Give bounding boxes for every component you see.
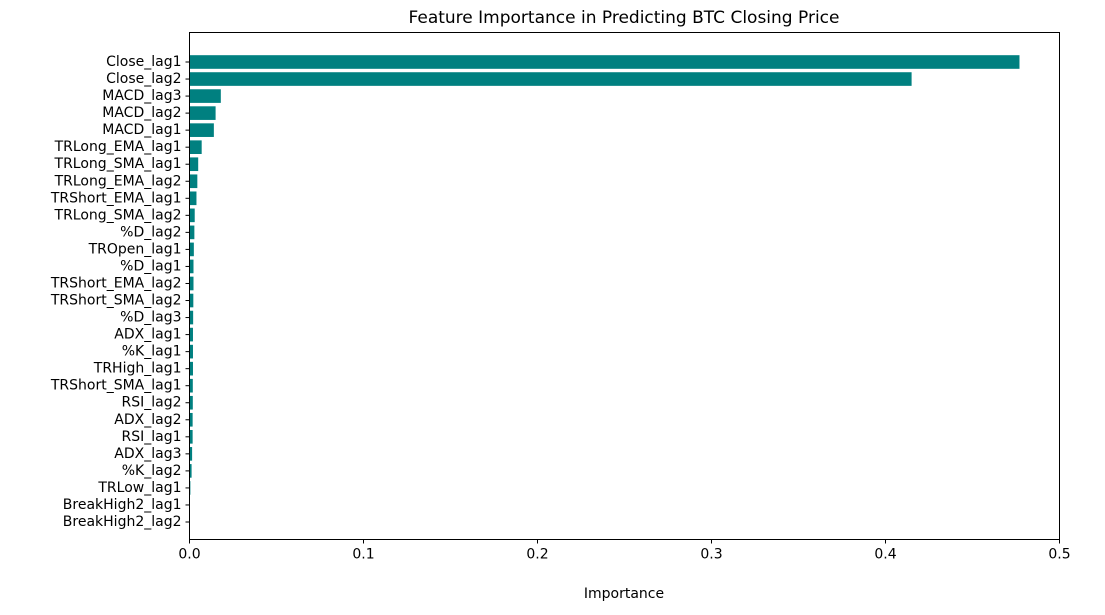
bar-ADX_lag1 [189, 327, 193, 342]
chart-title: Feature Importance in Predicting BTC Clo… [409, 8, 840, 28]
y-tick-label: RSI_lag2 [121, 395, 181, 411]
y-tick-label: Close_lag2 [106, 71, 181, 87]
y-tick-label: TRLow_lag1 [97, 480, 181, 496]
bar-Close_lag1 [189, 55, 1020, 69]
y-tick-label: %D_lag3 [120, 310, 181, 326]
bar-Close_lag2 [189, 72, 912, 86]
y-tick-label: MACD_lag1 [102, 122, 181, 138]
y-tick-label: TRLong_SMA_lag2 [54, 207, 182, 223]
y-tick-label: ADX_lag2 [114, 412, 181, 428]
y-tick-label: MACD_lag3 [102, 88, 181, 104]
x-tick-label: 0.2 [526, 547, 548, 563]
y-tick-label: TRHigh_lag1 [93, 361, 182, 377]
y-tick-label: %K_lag1 [122, 344, 182, 360]
bar-TRShort_EMA_lag1 [189, 191, 197, 206]
y-tick-label: TRLong_SMA_lag1 [54, 156, 182, 172]
y-tick-label: %D_lag2 [120, 224, 181, 240]
bar-%D_lag3 [189, 310, 194, 325]
y-tick-label: TRLong_EMA_lag2 [54, 173, 182, 189]
bar-RSI_lag1 [189, 430, 193, 444]
x-tick-label: 0.0 [178, 547, 200, 563]
y-tick-label: TRShort_SMA_lag1 [50, 378, 182, 394]
y-tick-label: RSI_lag1 [121, 429, 181, 445]
bar-%D_lag1 [189, 259, 194, 274]
bar-TRLong_SMA_lag2 [189, 208, 195, 223]
bar-MACD_lag2 [189, 106, 216, 120]
y-tick-label: ADX_lag3 [114, 446, 181, 462]
y-tick-label: Close_lag1 [106, 54, 181, 70]
bar-ADX_lag3 [189, 447, 193, 461]
bar-TROpen_lag1 [189, 242, 194, 257]
y-tick-label: ADX_lag1 [114, 327, 181, 343]
plot-frame [189, 32, 1060, 540]
bar-%K_lag2 [189, 464, 192, 478]
y-tick-label: %D_lag1 [120, 258, 181, 274]
bar-TRLong_EMA_lag2 [189, 174, 198, 189]
y-axis-ticks: Close_lag1Close_lag2MACD_lag3MACD_lag2MA… [50, 54, 190, 530]
y-tick-label: TROpen_lag1 [88, 241, 182, 257]
bar-RSI_lag2 [189, 395, 193, 410]
y-tick-label: BreakHigh2_lag1 [63, 497, 182, 513]
y-tick-label: BreakHigh2_lag2 [63, 514, 182, 530]
y-tick-label: %K_lag2 [122, 463, 182, 479]
x-tick-label: 0.4 [874, 547, 896, 563]
bar-TRShort_SMA_lag1 [189, 378, 193, 393]
y-tick-label: TRLong_EMA_lag1 [54, 139, 182, 155]
y-tick-label: TRShort_SMA_lag2 [50, 293, 182, 309]
bar-TRShort_EMA_lag2 [189, 276, 194, 291]
bars-layer [189, 55, 1020, 529]
bar-TRLong_EMA_lag1 [189, 140, 202, 154]
y-tick-label: TRShort_EMA_lag2 [50, 275, 182, 291]
bar-TRLong_SMA_lag1 [189, 157, 199, 172]
bar-%D_lag2 [189, 225, 195, 240]
bar-MACD_lag3 [189, 89, 221, 103]
bar-TRHigh_lag1 [189, 361, 193, 376]
x-tick-label: 0.1 [352, 547, 374, 563]
y-tick-label: MACD_lag2 [102, 105, 181, 121]
x-axis-ticks: 0.0 0.1 0.2 0.3 0.4 0.5 [178, 539, 1071, 563]
bar-%K_lag1 [189, 344, 193, 359]
y-tick-label: TRShort_EMA_lag1 [50, 190, 182, 206]
bar-MACD_lag1 [189, 123, 214, 137]
x-axis-label: Importance [584, 586, 664, 602]
bar-ADX_lag2 [189, 412, 193, 427]
bar-TRShort_SMA_lag2 [189, 293, 194, 308]
x-tick-label: 0.3 [700, 547, 722, 563]
x-tick-label: 0.5 [1048, 547, 1070, 563]
